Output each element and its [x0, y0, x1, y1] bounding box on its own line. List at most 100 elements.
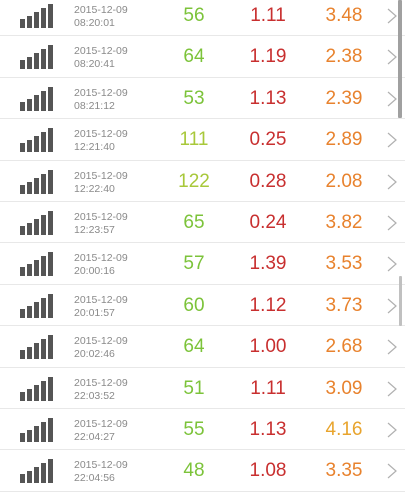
list-item[interactable]: 2015-12-09 12:23:57 65 0.24 3.82	[0, 202, 405, 244]
row-value-1: 122	[178, 170, 210, 192]
row-time: 22:03:52	[74, 389, 115, 402]
list-item[interactable]: 2015-12-09 20:00:16 57 1.39 3.53	[0, 243, 405, 285]
list-item[interactable]: 2015-12-09 12:21:40 111 0.25 2.89	[0, 119, 405, 161]
row-date: 2015-12-09	[74, 128, 128, 141]
row-value-3: 3.48	[325, 5, 363, 26]
list-item[interactable]: 2015-12-09 08:20:01 56 1.11 3.48	[0, 0, 405, 37]
chevron-right-icon	[387, 463, 397, 479]
row-value-3: 2.39	[325, 87, 363, 109]
row-time: 08:21:12	[74, 99, 115, 112]
row-time: 20:00:16	[74, 265, 115, 278]
signal-strength-icon	[20, 293, 53, 318]
row-datetime: 2015-12-09 20:02:46	[74, 335, 128, 361]
list-item[interactable]: 2015-12-09 08:20:41 64 1.19 2.38	[0, 36, 405, 78]
row-time: 22:04:56	[74, 472, 115, 485]
row-date: 2015-12-09	[74, 86, 128, 99]
row-value-2: 1.13	[249, 418, 287, 440]
row-value-1: 65	[183, 211, 205, 233]
row-value-1: 48	[183, 460, 205, 482]
list-item[interactable]: 2015-12-09 22:04:56 48 1.08 3.35	[0, 450, 405, 492]
row-value-1: 64	[183, 46, 205, 68]
signal-strength-icon	[20, 376, 53, 401]
row-value-3: 3.35	[325, 460, 363, 482]
row-time: 12:22:40	[74, 182, 115, 195]
row-value-2: 0.25	[249, 129, 287, 151]
chevron-right-icon	[387, 422, 397, 438]
chevron-right-icon	[387, 91, 397, 107]
signal-strength-icon	[20, 45, 53, 70]
row-value-2: 1.08	[249, 460, 287, 482]
row-value-3: 2.38	[325, 46, 363, 68]
row-date: 2015-12-09	[74, 210, 128, 223]
row-value-1: 111	[179, 129, 209, 151]
row-value-3: 3.73	[325, 294, 363, 316]
signal-strength-icon	[20, 128, 53, 153]
row-datetime: 2015-12-09 22:04:56	[74, 459, 128, 485]
row-date: 2015-12-09	[74, 417, 128, 430]
row-value-3: 4.16	[325, 418, 363, 440]
scrollbar-thumb[interactable]	[398, 0, 402, 118]
row-value-1: 60	[183, 294, 205, 316]
chevron-right-icon	[387, 215, 397, 231]
row-value-2: 1.19	[249, 46, 287, 68]
row-datetime: 2015-12-09 20:01:57	[74, 294, 128, 320]
row-value-2: 1.13	[249, 87, 287, 109]
signal-strength-icon	[20, 417, 53, 442]
list-item[interactable]: 2015-12-09 22:04:27 55 1.13 4.16	[0, 409, 405, 451]
row-datetime: 2015-12-09 12:23:57	[74, 211, 128, 237]
row-value-2: 0.24	[249, 211, 287, 233]
list-item[interactable]: 2015-12-09 12:22:40 122 0.28 2.08	[0, 161, 405, 202]
signal-strength-icon	[20, 4, 53, 28]
row-value-3: 2.68	[325, 336, 363, 358]
row-date: 2015-12-09	[74, 293, 128, 306]
chevron-right-icon	[387, 256, 397, 272]
row-value-1: 57	[183, 253, 205, 275]
chevron-right-icon	[387, 298, 397, 314]
chevron-right-icon	[387, 8, 397, 24]
row-value-2: 0.28	[249, 170, 287, 192]
row-value-1: 55	[183, 418, 205, 440]
chevron-right-icon	[387, 339, 397, 355]
row-datetime: 2015-12-09 22:03:52	[74, 377, 128, 403]
row-value-1: 53	[183, 87, 205, 109]
row-value-3: 2.89	[325, 129, 363, 151]
scrollbar-indicator[interactable]	[399, 276, 402, 326]
chevron-right-icon	[387, 132, 397, 148]
row-value-1: 64	[183, 336, 205, 358]
row-datetime: 2015-12-09 20:00:16	[74, 252, 128, 278]
row-date: 2015-12-09	[74, 459, 128, 472]
row-datetime: 2015-12-09 22:04:27	[74, 418, 128, 444]
row-value-2: 1.11	[250, 377, 286, 399]
row-value-2: 1.12	[249, 294, 287, 316]
signal-strength-icon	[20, 459, 53, 484]
row-date: 2015-12-09	[74, 376, 128, 389]
row-value-1: 56	[183, 5, 205, 26]
row-time: 12:21:40	[74, 141, 115, 154]
list-item[interactable]: 2015-12-09 08:21:12 53 1.13 2.39	[0, 78, 405, 120]
row-time: 20:02:46	[74, 348, 115, 361]
row-time: 22:04:27	[74, 430, 115, 443]
chevron-right-icon	[387, 49, 397, 65]
signal-strength-icon	[20, 210, 53, 235]
row-datetime: 2015-12-09 12:21:40	[74, 128, 128, 154]
row-value-1: 51	[183, 377, 205, 399]
list-item[interactable]: 2015-12-09 20:01:57 60 1.12 3.73	[0, 285, 405, 327]
row-value-3: 2.08	[325, 170, 363, 192]
list-item[interactable]: 2015-12-09 22:03:52 51 1.11 3.09	[0, 368, 405, 409]
row-time: 08:20:01	[74, 17, 115, 29]
signal-strength-icon	[20, 252, 53, 277]
row-datetime: 2015-12-09 08:20:41	[74, 45, 128, 71]
row-datetime: 2015-12-09 08:21:12	[74, 87, 128, 113]
signal-strength-icon	[20, 335, 53, 360]
row-datetime: 2015-12-09 12:22:40	[74, 170, 128, 196]
row-date: 2015-12-09	[74, 252, 128, 265]
row-time: 20:01:57	[74, 306, 115, 319]
row-date: 2015-12-09	[74, 335, 128, 348]
row-date: 2015-12-09	[74, 4, 128, 16]
list-item[interactable]: 2015-12-09 20:02:46 64 1.00 2.68	[0, 326, 405, 368]
row-value-3: 3.53	[325, 253, 363, 275]
row-date: 2015-12-09	[74, 169, 128, 182]
chevron-right-icon	[387, 174, 397, 190]
row-value-2: 1.11	[250, 5, 286, 26]
